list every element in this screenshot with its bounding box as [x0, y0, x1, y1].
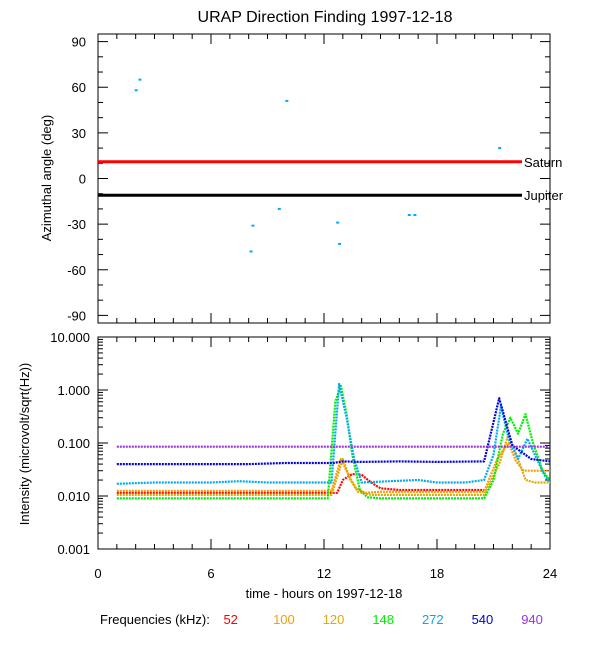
direction-point — [134, 89, 138, 92]
top-y-axis-label: Azimuthal angle (deg) — [39, 115, 54, 241]
direction-point — [498, 147, 502, 150]
series-100khz — [116, 441, 550, 494]
series-52khz — [116, 472, 485, 494]
direction-points — [134, 78, 502, 253]
top-y-tick-label: 30 — [72, 126, 86, 141]
top-y-tick-label: -30 — [67, 217, 86, 232]
bottom-y-tick-label: 0.010 — [57, 489, 90, 504]
legend-label: Frequencies (kHz): — [100, 612, 210, 627]
series-540khz — [116, 397, 551, 466]
direction-point — [285, 99, 289, 102]
bottom-x-ticks: 0 6 12 18 24 — [94, 337, 557, 581]
series-272khz — [116, 382, 551, 485]
bottom-y-tick-label: 0.001 — [57, 542, 90, 557]
bottom-plot-frame — [97, 336, 551, 550]
top-y-tick-label: -60 — [67, 263, 86, 278]
top-y-ticks: 90 60 30 0 -30 -60 -90 — [67, 35, 550, 323]
frequency-legend: Frequencies (kHz): 52 100 120 148 272 54… — [100, 612, 567, 627]
top-x-ticks — [97, 34, 551, 323]
direction-point — [338, 242, 342, 245]
series-148khz — [116, 384, 551, 500]
direction-point — [251, 224, 255, 227]
reference-label-jupiter: Jupiter — [524, 188, 564, 203]
direction-point — [249, 250, 253, 253]
x-tick-label: 24 — [543, 566, 557, 581]
x-tick-label: 18 — [430, 566, 444, 581]
direction-point — [413, 214, 417, 217]
legend-item-272: 272 — [421, 612, 444, 627]
top-y-tick-label: 90 — [72, 35, 86, 50]
bottom-y-tick-label: 0.100 — [57, 436, 90, 451]
top-y-tick-label: 60 — [72, 80, 86, 95]
direction-point — [138, 78, 142, 81]
bottom-panel: 10.000 1.000 0.100 0.010 0.001 0 6 12 18 24 Inte… — [17, 330, 557, 601]
top-panel: 90 60 30 0 -30 -60 -90 Saturn Jupiter Azimuthal… — [39, 33, 564, 324]
legend-item-52: 52 — [223, 612, 238, 627]
bottom-y-axis-label: Intensity (microvolt/sqrt(Hz)) — [17, 363, 32, 526]
reference-label-saturn: Saturn — [524, 155, 562, 170]
x-axis-label: time - hours on 1997-12-18 — [246, 586, 403, 601]
bottom-y-tick-label: 1.000 — [57, 383, 90, 398]
legend-item-120: 120 — [322, 612, 345, 627]
legend-item-100: 100 — [273, 612, 295, 627]
bottom-y-ticks: 10.000 1.000 0.100 0.010 0.001 — [50, 330, 550, 557]
direction-point — [336, 221, 340, 224]
top-y-tick-label: 0 — [79, 172, 86, 187]
x-tick-label: 0 — [94, 566, 101, 581]
legend-item-148: 148 — [372, 612, 395, 627]
direction-point — [407, 214, 411, 217]
direction-point — [277, 207, 281, 210]
top-plot-frame — [97, 33, 551, 324]
series-120khz — [116, 432, 550, 496]
bottom-y-tick-label: 10.000 — [50, 330, 90, 345]
legend-item-940: 940 — [521, 612, 543, 627]
x-tick-label: 6 — [207, 566, 214, 581]
legend-item-540: 540 — [471, 612, 494, 627]
top-y-tick-label: -90 — [67, 308, 86, 323]
intensity-series — [116, 382, 551, 500]
x-tick-label: 12 — [317, 566, 331, 581]
chart-title: URAP Direction Finding 1997-12-18 — [198, 9, 453, 26]
reference-lines: Saturn Jupiter — [98, 155, 564, 203]
